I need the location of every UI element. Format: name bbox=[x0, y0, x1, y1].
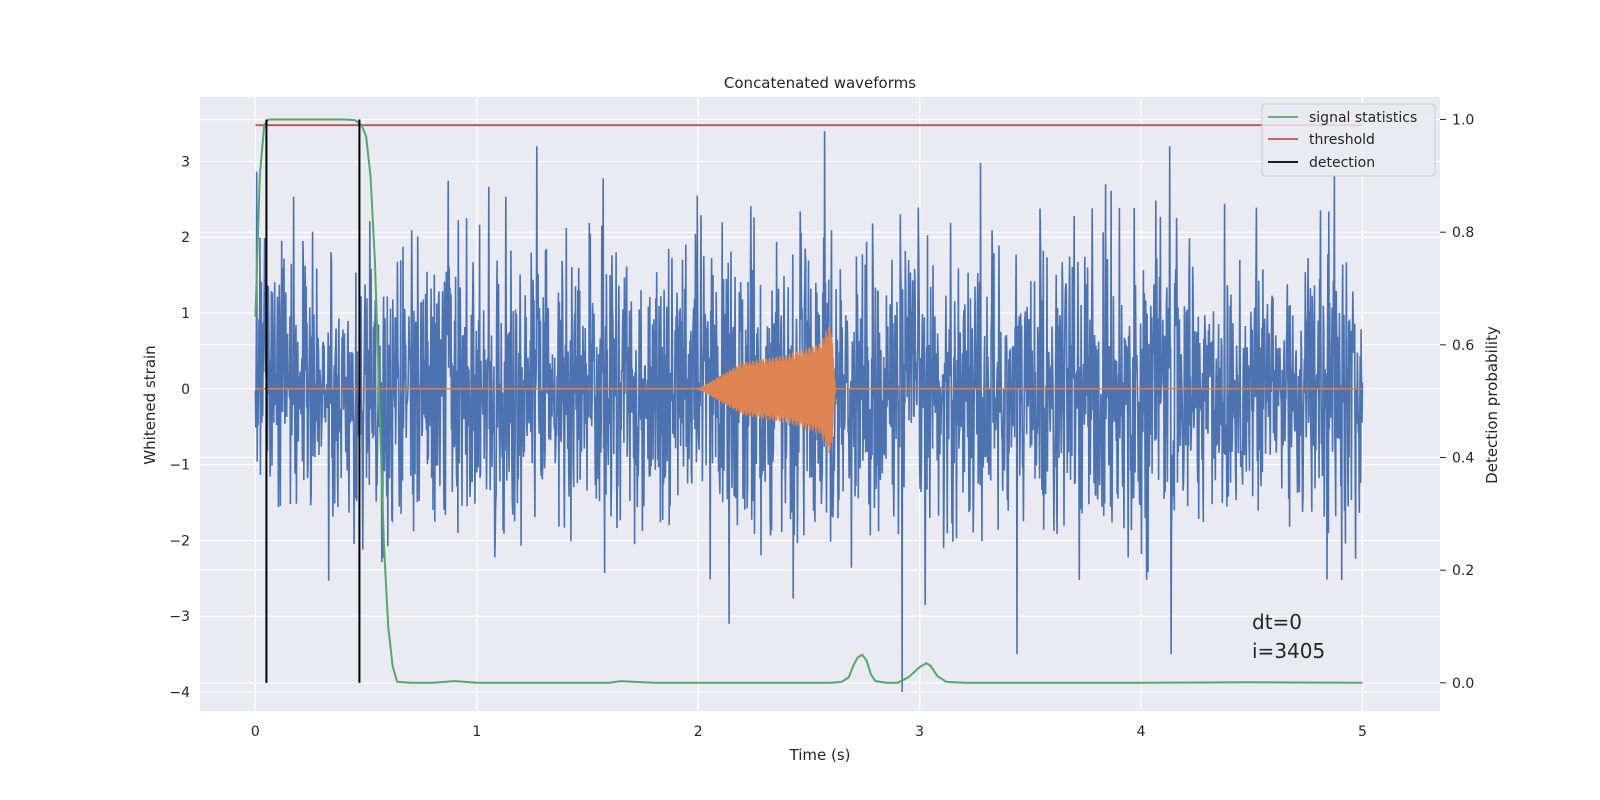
y-tick-label-7: 3 bbox=[181, 154, 190, 170]
y-tick-label-4: 0 bbox=[181, 382, 190, 398]
y-tick-label-6: 2 bbox=[181, 230, 190, 246]
grid bbox=[200, 97, 1440, 711]
y-tick-label-2: −2 bbox=[169, 533, 190, 549]
waveform-series bbox=[255, 324, 1363, 454]
x-tick-label-5: 5 bbox=[1358, 724, 1367, 740]
waveform-line bbox=[255, 324, 1363, 454]
legend-box bbox=[1261, 103, 1436, 177]
ticks: 0 1 2 3 4 5 −4 −3 −2 −1 0 1 2 3 0.0 0.2 0.4 0.6 0.8 1.0 bbox=[169, 113, 1474, 740]
y-tick-label-0: −4 bbox=[169, 685, 190, 701]
y2-tick-label-4: 0.8 bbox=[1452, 225, 1474, 241]
legend: signal statistics threshold detection bbox=[1261, 103, 1436, 177]
y2-tick-label-3: 0.6 bbox=[1452, 338, 1474, 354]
y-tick-label-3: −1 bbox=[169, 458, 190, 474]
legend-label-signal-statistics: signal statistics bbox=[1309, 110, 1417, 126]
annotation-i: i=3405 bbox=[1252, 639, 1325, 663]
y-tick-label-1: −3 bbox=[169, 609, 190, 625]
y2-axis-label: Detection probability bbox=[1483, 326, 1501, 484]
x-tick-label-2: 2 bbox=[694, 724, 703, 740]
y2-tick-label-0: 0.0 bbox=[1452, 676, 1474, 692]
x-tick-label-1: 1 bbox=[472, 724, 481, 740]
y2-tick-label-1: 0.2 bbox=[1452, 563, 1474, 579]
y2-tick-label-5: 1.0 bbox=[1452, 113, 1474, 129]
x-tick-label-4: 4 bbox=[1137, 724, 1146, 740]
detection-series bbox=[265, 119, 361, 683]
y-tick-label-5: 1 bbox=[181, 306, 190, 322]
x-axis-label: Time (s) bbox=[789, 746, 851, 764]
legend-label-detection: detection bbox=[1309, 155, 1375, 171]
x-tick-label-0: 0 bbox=[251, 724, 260, 740]
signal-statistics-series bbox=[254, 118, 1363, 684]
chart-title: Concatenated waveforms bbox=[724, 74, 916, 92]
x-tick-label-3: 3 bbox=[915, 724, 924, 740]
signal-statistics-line bbox=[254, 118, 1363, 684]
annotation-dt: dt=0 bbox=[1252, 610, 1302, 634]
y2-tick-label-2: 0.4 bbox=[1452, 451, 1474, 467]
y-axis-label: Whitened strain bbox=[141, 345, 159, 464]
legend-label-threshold: threshold bbox=[1309, 132, 1375, 148]
